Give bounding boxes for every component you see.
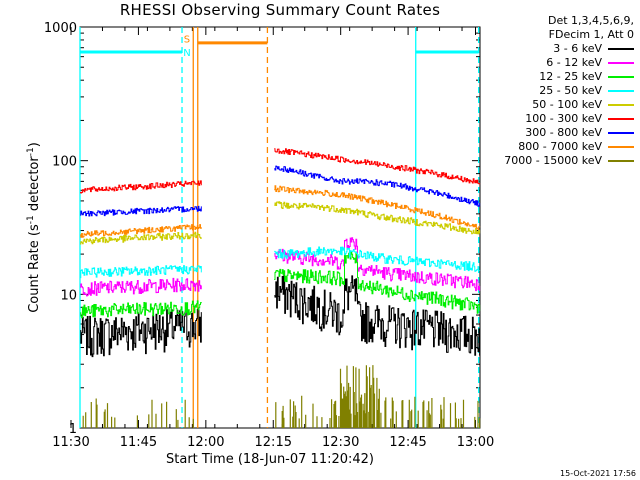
y-tick-label: 1	[69, 422, 77, 437]
y-axis-label-part: Count Rate (s	[27, 224, 42, 313]
series-line	[80, 300, 202, 319]
state-marker-label: S	[184, 35, 190, 46]
y-tick-label: 10	[60, 288, 77, 303]
y-tick-label: 100	[52, 155, 77, 170]
plot-frame	[79, 26, 481, 429]
legend: Det 1,3,4,5,6,9, FDecim 1, Att 0 3 - 6 k…	[504, 14, 634, 168]
date-stamp: 15-Oct-2021 17:56	[560, 469, 636, 478]
legend-item: 7000 - 15000 keV	[504, 154, 634, 168]
series-line	[274, 185, 481, 231]
legend-swatch	[608, 160, 634, 162]
series-line	[274, 251, 481, 314]
legend-item: 100 - 300 keV	[504, 112, 634, 126]
legend-swatch	[608, 62, 634, 64]
legend-swatch	[608, 104, 634, 106]
legend-item: 50 - 100 keV	[504, 98, 634, 112]
legend-label: 3 - 6 keV	[553, 42, 602, 55]
series-line	[80, 231, 202, 245]
legend-swatch	[608, 90, 634, 92]
legend-swatch	[608, 146, 634, 148]
series-line	[80, 205, 202, 217]
y-tick-label: 1000	[44, 21, 77, 36]
legend-label: 7000 - 15000 keV	[504, 154, 602, 167]
x-tick-label: 13:00	[457, 435, 494, 450]
legend-label: 25 - 50 keV	[539, 84, 602, 97]
x-tick-label: 11:45	[120, 435, 157, 450]
state-marker-label: N	[183, 48, 190, 59]
legend-swatch	[608, 132, 634, 134]
series-line	[80, 277, 202, 297]
series-line	[274, 148, 481, 185]
series-line	[274, 165, 481, 207]
legend-header-line1: Det 1,3,4,5,6,9,	[547, 14, 634, 27]
series-line	[80, 224, 202, 238]
legend-header-line2: FDecim 1, Att 0	[548, 28, 634, 41]
legend-label: 6 - 12 keV	[546, 56, 602, 69]
x-tick-label: 12:30	[322, 435, 359, 450]
x-tick-label: 12:45	[389, 435, 426, 450]
x-tick-label: 12:00	[187, 435, 224, 450]
legend-label: 800 - 7000 keV	[518, 140, 602, 153]
legend-label: 12 - 25 keV	[539, 70, 602, 83]
x-axis-label: Start Time (18-Jun-07 11:20:42)	[166, 452, 374, 467]
x-tick-label: 11:30	[52, 435, 89, 450]
legend-item: 6 - 12 keV	[504, 56, 634, 70]
legend-label: 100 - 300 keV	[525, 112, 602, 125]
legend-item: 3 - 6 keV	[504, 42, 634, 56]
chart-title: RHESSI Observing Summary Count Rates	[119, 1, 441, 19]
series-line	[274, 237, 481, 292]
series-line	[82, 365, 481, 428]
x-tick-label: 12:15	[255, 435, 292, 450]
legend-label: 50 - 100 keV	[532, 98, 602, 111]
y-axis-label: Count Rate (s-1 detector-1)	[26, 142, 42, 313]
series-line	[80, 308, 202, 358]
legend-item: 25 - 50 keV	[504, 84, 634, 98]
legend-swatch	[608, 48, 634, 50]
series-line	[274, 275, 481, 356]
series-line	[274, 201, 481, 235]
legend-item: 12 - 25 keV	[504, 70, 634, 84]
series-line	[274, 246, 481, 272]
series-line	[80, 180, 202, 194]
legend-label: 300 - 800 keV	[525, 126, 602, 139]
y-axis-label-part: )	[27, 142, 42, 147]
series-line	[80, 265, 202, 279]
y-axis-label-part: -1	[26, 215, 36, 224]
y-axis-label-part: -1	[26, 147, 36, 156]
legend-item: 300 - 800 keV	[504, 126, 634, 140]
legend-item: 800 - 7000 keV	[504, 140, 634, 154]
legend-swatch	[608, 118, 634, 120]
y-axis-label-part: detector	[27, 156, 42, 216]
legend-swatch	[608, 76, 634, 78]
